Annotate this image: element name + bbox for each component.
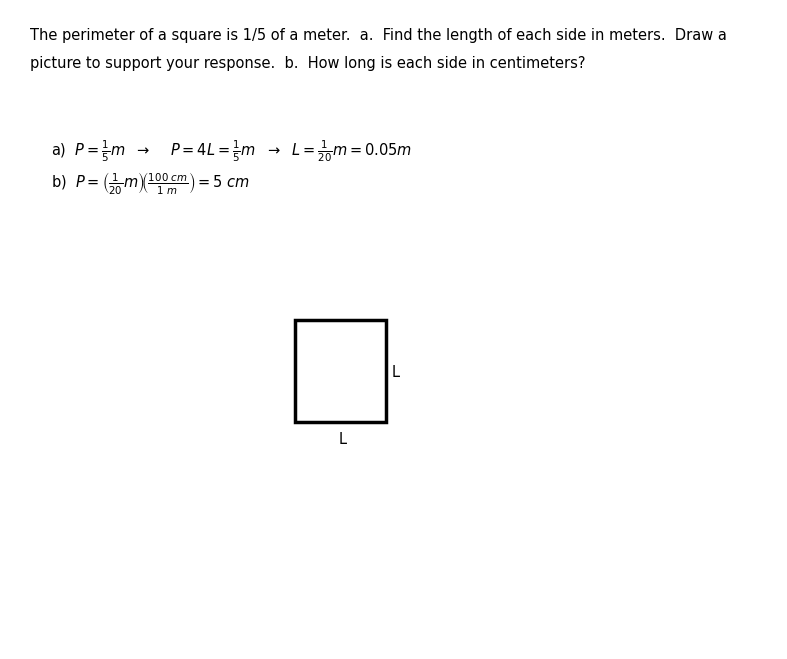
- Text: L: L: [392, 365, 400, 380]
- Text: b)  $P = \left(\frac{1}{20}m\right)\!\left(\frac{100\ \mathit{cm}}{1\ \mathit{m}: b) $P = \left(\frac{1}{20}m\right)\!\lef…: [51, 171, 250, 197]
- Bar: [295, 320, 386, 422]
- Text: picture to support your response.  b.  How long is each side in centimeters?: picture to support your response. b. How…: [30, 56, 586, 71]
- Text: a)  $P = \frac{1}{5}m$  $\rightarrow$    $P = 4L = \frac{1}{5}m$  $\rightarrow$ : a) $P = \frac{1}{5}m$ $\rightarrow$ $P =…: [51, 138, 412, 163]
- Text: The perimeter of a square is 1/5 of a meter.  a.  Find the length of each side i: The perimeter of a square is 1/5 of a me…: [30, 28, 726, 43]
- Text: L: L: [338, 432, 346, 447]
